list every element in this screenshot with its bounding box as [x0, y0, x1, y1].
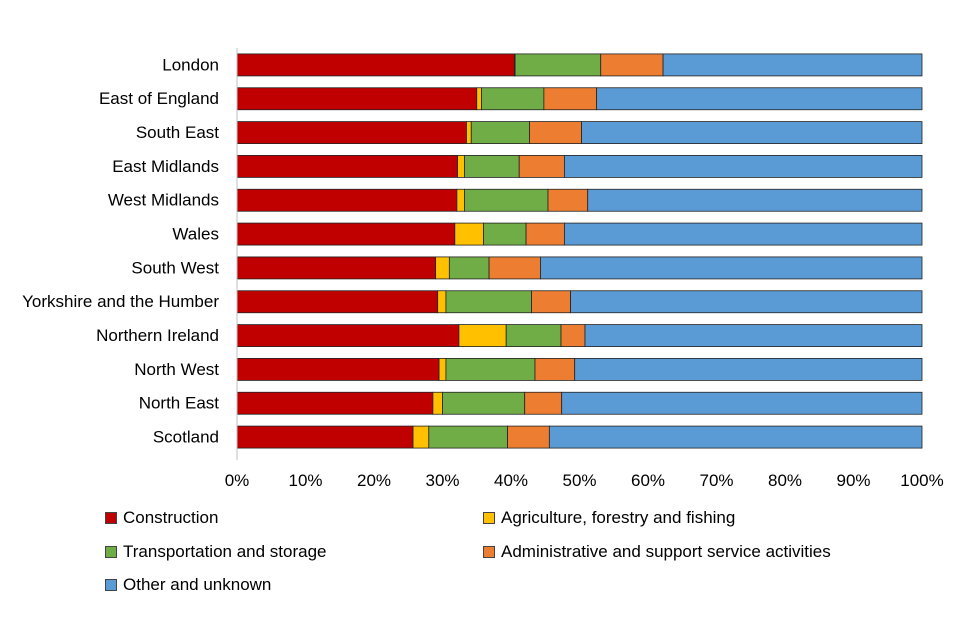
bar-london-other-and-unknown: [662, 53, 923, 77]
bar-south-west-transportation-and-storage: [448, 256, 490, 280]
bar-west-midlands-transportation-and-storage: [464, 188, 549, 212]
bar-yorkshire-and-the-humber-administrative-and-support-service-activities: [531, 290, 571, 314]
bar-northern-ireland-transportation-and-storage: [505, 324, 562, 347]
bar-south-west-construction: [236, 256, 437, 280]
bar-east-midlands-construction: [236, 155, 458, 178]
bar-wales-administrative-and-support-service-activities: [525, 222, 565, 246]
x-tick-label: 90%: [836, 471, 870, 490]
bar-north-west-administrative-and-support-service-activities: [534, 358, 576, 381]
x-tick-label: 80%: [768, 471, 802, 490]
category-label: East Midlands: [112, 157, 219, 176]
bar-northern-ireland-agriculture-forestry-and-fishing: [458, 324, 507, 347]
bar-south-east-transportation-and-storage: [470, 121, 530, 144]
bar-west-midlands-administrative-and-support-service-activities: [547, 188, 589, 212]
x-tick-label: 40%: [494, 471, 528, 490]
bar-east-midlands-other-and-unknown: [564, 155, 923, 178]
bar-east-midlands-agriculture-forestry-and-fishing: [457, 155, 465, 178]
bar-northern-ireland-administrative-and-support-service-activities: [560, 324, 586, 347]
bar-north-east-administrative-and-support-service-activities: [524, 391, 563, 415]
bar-south-east-agriculture-forestry-and-fishing: [466, 121, 472, 144]
bar-south-east-other-and-unknown: [581, 121, 923, 144]
bar-north-west-transportation-and-storage: [445, 358, 536, 381]
category-label: South East: [136, 123, 219, 142]
bar-scotland-transportation-and-storage: [428, 425, 508, 449]
bar-west-midlands-other-and-unknown: [587, 188, 923, 212]
bar-east-of-england-other-and-unknown: [596, 87, 923, 111]
x-tick-label: 60%: [631, 471, 665, 490]
x-tick-label: 10%: [288, 471, 322, 490]
x-tick-label: 70%: [699, 471, 733, 490]
category-label: Yorkshire and the Humber: [22, 292, 219, 311]
bar-west-midlands-agriculture-forestry-and-fishing: [456, 188, 465, 212]
bar-scotland-administrative-and-support-service-activities: [507, 425, 550, 449]
bar-north-east-other-and-unknown: [561, 391, 923, 415]
bar-north-west-construction: [236, 358, 440, 381]
bar-london-construction: [236, 53, 515, 77]
bar-yorkshire-and-the-humber-other-and-unknown: [570, 290, 923, 314]
bar-south-east-construction: [236, 121, 467, 144]
category-label: Northern Ireland: [96, 326, 219, 345]
bar-south-west-other-and-unknown: [540, 256, 923, 280]
bar-yorkshire-and-the-humber-transportation-and-storage: [445, 290, 532, 314]
bar-northern-ireland-other-and-unknown: [584, 324, 923, 347]
bar-north-east-agriculture-forestry-and-fishing: [432, 391, 443, 415]
bar-wales-agriculture-forestry-and-fishing: [454, 222, 484, 246]
x-tick-label: 50%: [562, 471, 596, 490]
bar-yorkshire-and-the-humber-construction: [236, 290, 439, 314]
bar-east-of-england-transportation-and-storage: [481, 87, 545, 111]
bar-south-east-administrative-and-support-service-activities: [529, 121, 582, 144]
category-label: West Midlands: [108, 191, 219, 210]
x-tick-label: 30%: [425, 471, 459, 490]
bar-north-east-construction: [236, 391, 434, 415]
bar-south-west-agriculture-forestry-and-fishing: [435, 256, 450, 280]
category-label: North East: [139, 394, 220, 413]
category-label: East of England: [99, 89, 219, 108]
category-label: Wales: [172, 225, 219, 244]
bar-scotland-agriculture-forestry-and-fishing: [412, 425, 430, 449]
bar-east-midlands-transportation-and-storage: [464, 155, 520, 178]
bar-south-west-administrative-and-support-service-activities: [488, 256, 541, 280]
x-tick-label: 100%: [900, 471, 943, 490]
bar-east-midlands-administrative-and-support-service-activities: [518, 155, 565, 178]
bar-london-transportation-and-storage: [514, 53, 602, 77]
bar-wales-other-and-unknown: [564, 222, 923, 246]
category-label: North West: [134, 360, 219, 379]
bar-north-east-transportation-and-storage: [442, 391, 526, 415]
bar-scotland-other-and-unknown: [548, 425, 923, 449]
bar-scotland-construction: [236, 425, 414, 449]
bar-east-of-england-construction: [236, 87, 478, 111]
x-tick-label: 0%: [225, 471, 250, 490]
bar-north-west-agriculture-forestry-and-fishing: [438, 358, 447, 381]
bar-north-west-other-and-unknown: [574, 358, 923, 381]
bar-yorkshire-and-the-humber-agriculture-forestry-and-fishing: [437, 290, 447, 314]
bar-west-midlands-construction: [236, 188, 458, 212]
x-tick-label: 20%: [357, 471, 391, 490]
bar-east-of-england-agriculture-forestry-and-fishing: [476, 87, 482, 111]
bar-wales-transportation-and-storage: [483, 222, 527, 246]
bar-east-of-england-administrative-and-support-service-activities: [543, 87, 598, 111]
bar-wales-construction: [236, 222, 456, 246]
bar-northern-ireland-construction: [236, 324, 460, 347]
bar-london-administrative-and-support-service-activities: [600, 53, 664, 77]
category-label: South West: [131, 258, 219, 277]
category-label: Scotland: [153, 428, 219, 447]
category-label: London: [162, 55, 219, 74]
